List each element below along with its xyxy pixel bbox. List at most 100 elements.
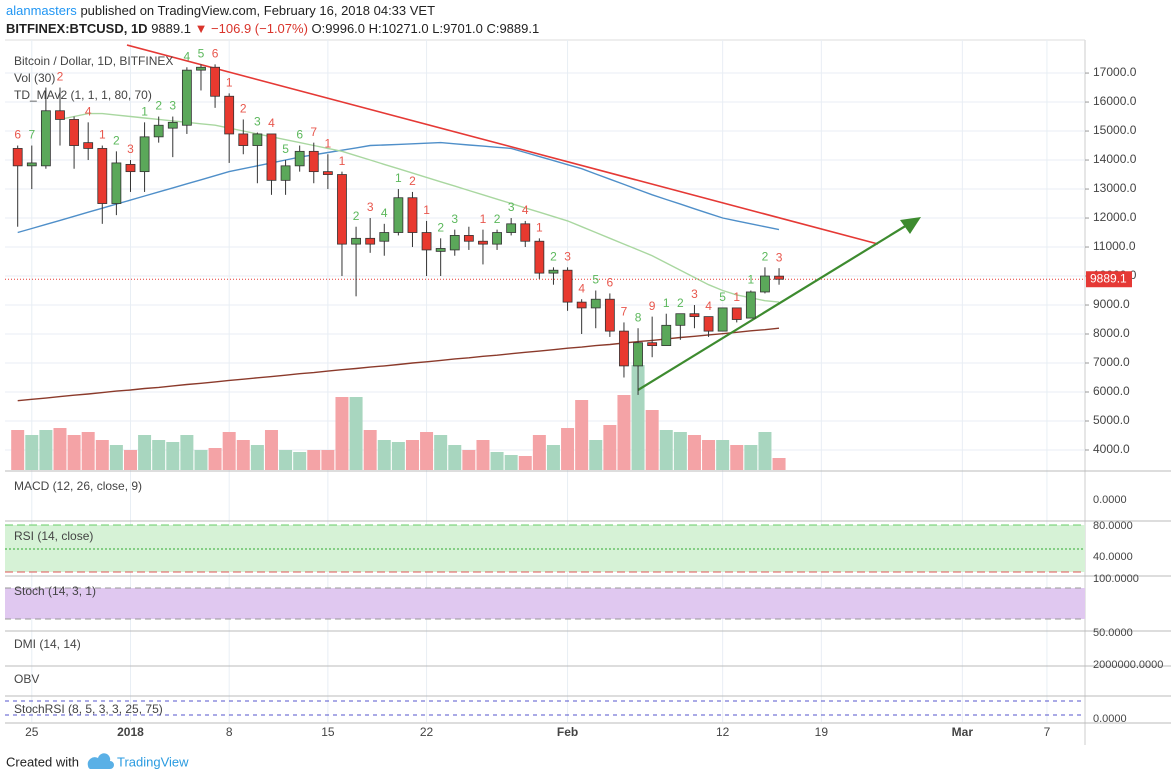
candle-body [351,237,361,245]
footer-brand[interactable]: TradingView [117,754,189,769]
td-count: 1 [339,154,346,168]
td-count: 4 [85,105,92,119]
volume-bar [518,456,532,470]
panel-tick-label: 0.0000 [1093,494,1127,506]
td-count: 1 [99,128,106,142]
stoch-band [5,588,1085,619]
td-count: 4 [184,49,191,63]
x-tick-label: 7 [1044,725,1051,739]
volume-bar [222,432,236,470]
td-count: 4 [268,116,275,130]
candle-body [252,133,263,146]
candle-body [731,307,742,320]
td-count: 2 [113,134,120,148]
volume-bar [39,430,53,470]
td-count: 6 [212,47,219,61]
volume-bar [532,435,546,470]
td-count: 2 [494,212,501,226]
x-tick-label: Feb [557,725,578,739]
y-tick-label: 13000.0 [1093,181,1137,195]
panel-tick-label: 0.0000 [1093,713,1127,725]
td-count: 2 [240,102,247,116]
x-tick-label: 19 [815,725,829,739]
candle-body [534,240,545,274]
td-count: 3 [367,200,374,214]
y-tick-label: 8000.0 [1093,326,1130,340]
candle-body [210,66,220,97]
candle-body [238,133,249,146]
td-count: 1 [325,136,332,150]
volume-bar [420,432,434,470]
td-count: 1 [663,296,670,310]
td-count: 5 [719,290,726,304]
panel-tick-label: 2000000.0000 [1093,659,1163,671]
td-count: 3 [451,212,458,226]
volume-bar [321,450,335,470]
candle-body [266,133,277,181]
candle-body [379,232,390,242]
candle-body [689,313,700,318]
panel-label: OBV [14,672,39,686]
volume-bar [363,430,377,470]
td-count: 1 [733,290,740,304]
td-count: 7 [310,125,317,139]
volume-bar [180,435,194,470]
td-count: 6 [14,128,21,142]
symbol-line: BITFINEX:BTCUSD, 1D 9889.1 ▼ −106.9 (−1.… [6,21,539,36]
candle-body [421,232,432,251]
y-tick-label: 12000.0 [1093,210,1137,224]
volume-bar [716,440,730,470]
legend-entry: Vol (30) [14,71,55,85]
volume-bar [250,445,264,470]
y-tick-label: 17000.0 [1093,65,1137,79]
change: ▼ −106.9 (−1.07%) [195,21,308,36]
x-tick-label: 22 [420,725,434,739]
volume-bar [448,445,462,470]
volume-bar [405,440,419,470]
volume-bar [166,442,180,470]
volume-bar [631,365,645,470]
moving-average [59,112,780,303]
y-tick-label: 11000.0 [1093,239,1136,253]
volume-bar [208,448,222,470]
panel-label: StochRSI (8, 5, 3, 3, 25, 75) [14,702,163,716]
candle-body [83,142,94,149]
panel-label: Stoch (14, 3, 1) [14,584,96,598]
candle-body [760,275,770,293]
td-count: 1 [226,76,233,90]
volume-bar [476,440,490,470]
candle-body [604,298,615,332]
arrow-head [900,217,921,234]
legend-entry: TD_MAv2 (1, 1, 1, 80, 70) [14,88,152,102]
candle-body [506,223,517,233]
volume-bar [772,458,786,470]
td-count: 1 [480,212,487,226]
volume-bar [673,432,687,470]
td-count: 3 [776,250,783,264]
y-tick-label: 6000.0 [1093,384,1130,398]
candle-body [40,110,51,167]
volume-bar [194,450,208,470]
y-tick-label: 14000.0 [1093,152,1137,166]
td-count: 4 [578,281,585,295]
td-count: 5 [592,273,599,287]
volume-bar [687,435,701,470]
candle-body [125,163,136,173]
published: published on TradingView.com, February 1… [80,3,435,18]
td-count: 6 [296,128,303,142]
x-tick-label: 2018 [117,725,144,739]
volume-bar [730,445,744,470]
panel-tick-label: 50.0000 [1093,627,1133,639]
volume-bar [561,428,575,470]
volume-bar [236,440,250,470]
volume-bar [702,440,716,470]
volume-bar [546,445,560,470]
author[interactable]: alanmasters [6,3,77,18]
candle-body [167,121,178,129]
volume-bar [25,435,39,470]
td-count: 2 [437,220,444,234]
panel-tick-label: 100.0000 [1093,573,1139,585]
volume-bar [744,445,758,470]
volume-bar [67,435,81,470]
